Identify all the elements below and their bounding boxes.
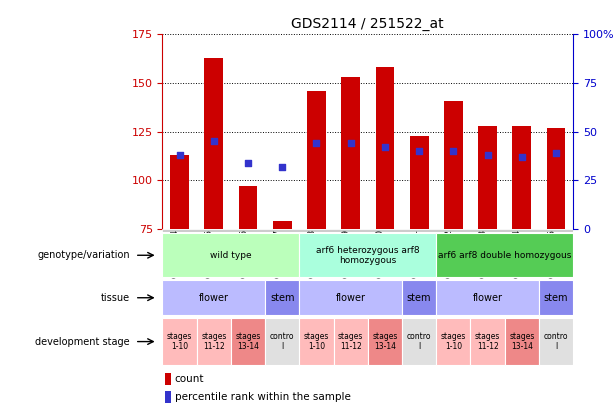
Point: [414, 148, 424, 154]
Text: contro
l: contro l: [270, 332, 294, 351]
Text: GSM62705: GSM62705: [547, 229, 556, 278]
Bar: [471, 318, 504, 365]
Title: GDS2114 / 251522_at: GDS2114 / 251522_at: [292, 17, 444, 31]
Bar: [341, 77, 360, 229]
Bar: [436, 318, 471, 365]
Point: [346, 140, 356, 147]
Bar: [165, 391, 171, 403]
Bar: [539, 318, 573, 365]
Text: stages
13-14: stages 13-14: [509, 332, 535, 351]
Text: contro
l: contro l: [544, 332, 568, 351]
Text: GSM62694: GSM62694: [170, 229, 180, 278]
Bar: [299, 318, 333, 365]
Point: [175, 152, 185, 158]
Text: contro
l: contro l: [407, 332, 432, 351]
Text: stages
13-14: stages 13-14: [372, 332, 398, 351]
Bar: [231, 318, 265, 365]
Bar: [170, 155, 189, 229]
Text: stem: stem: [270, 293, 294, 303]
Bar: [299, 233, 436, 277]
Bar: [162, 280, 265, 315]
Point: [482, 152, 492, 158]
Text: percentile rank within the sample: percentile rank within the sample: [175, 392, 351, 402]
Bar: [402, 318, 436, 365]
Bar: [478, 126, 497, 229]
Point: [243, 160, 253, 166]
Bar: [307, 91, 326, 229]
Text: stem: stem: [544, 293, 568, 303]
Text: count: count: [175, 374, 204, 384]
Text: development stage: development stage: [36, 337, 130, 347]
Text: GSM62702: GSM62702: [444, 229, 454, 278]
Text: stages
1-10: stages 1-10: [167, 332, 192, 351]
Text: GSM62699: GSM62699: [341, 229, 351, 278]
Text: GSM62703: GSM62703: [479, 229, 487, 278]
Bar: [547, 128, 565, 229]
Text: stages
11-12: stages 11-12: [338, 332, 364, 351]
Point: [517, 153, 527, 160]
Bar: [409, 136, 428, 229]
Bar: [368, 318, 402, 365]
Text: stages
11-12: stages 11-12: [201, 332, 226, 351]
Bar: [265, 280, 299, 315]
Text: flower: flower: [473, 293, 503, 303]
Text: flower: flower: [199, 293, 229, 303]
Text: stages
13-14: stages 13-14: [235, 332, 261, 351]
Point: [277, 163, 287, 170]
Text: GSM62696: GSM62696: [239, 229, 248, 278]
Bar: [162, 233, 299, 277]
Text: GSM62697: GSM62697: [273, 229, 282, 278]
Text: GSM62695: GSM62695: [205, 229, 214, 278]
Point: [209, 138, 219, 145]
Point: [449, 148, 459, 154]
Text: stages
1-10: stages 1-10: [441, 332, 466, 351]
Text: stem: stem: [407, 293, 432, 303]
Bar: [204, 58, 223, 229]
Text: flower: flower: [336, 293, 366, 303]
Text: GSM62701: GSM62701: [410, 229, 419, 278]
Text: genotype/variation: genotype/variation: [37, 250, 130, 260]
Bar: [333, 318, 368, 365]
Bar: [436, 233, 573, 277]
Text: stages
1-10: stages 1-10: [304, 332, 329, 351]
Bar: [444, 100, 463, 229]
Bar: [299, 280, 402, 315]
Bar: [376, 68, 394, 229]
Bar: [402, 280, 436, 315]
Bar: [197, 318, 231, 365]
Bar: [273, 221, 292, 229]
Text: GSM62698: GSM62698: [308, 229, 316, 278]
Text: stages
11-12: stages 11-12: [475, 332, 500, 351]
Text: arf6 arf8 double homozygous: arf6 arf8 double homozygous: [438, 251, 571, 260]
Text: tissue: tissue: [101, 293, 130, 303]
Bar: [512, 126, 531, 229]
Bar: [265, 318, 299, 365]
Bar: [165, 373, 171, 386]
Bar: [162, 318, 197, 365]
Bar: [504, 318, 539, 365]
Text: wild type: wild type: [210, 251, 252, 260]
Text: GSM62700: GSM62700: [376, 229, 385, 278]
Text: arf6 heterozygous arf8
homozygous: arf6 heterozygous arf8 homozygous: [316, 245, 420, 265]
Point: [311, 140, 321, 147]
Point: [380, 144, 390, 150]
Text: GSM62704: GSM62704: [513, 229, 522, 278]
Bar: [539, 280, 573, 315]
Bar: [238, 186, 257, 229]
Bar: [436, 280, 539, 315]
Point: [551, 150, 561, 156]
